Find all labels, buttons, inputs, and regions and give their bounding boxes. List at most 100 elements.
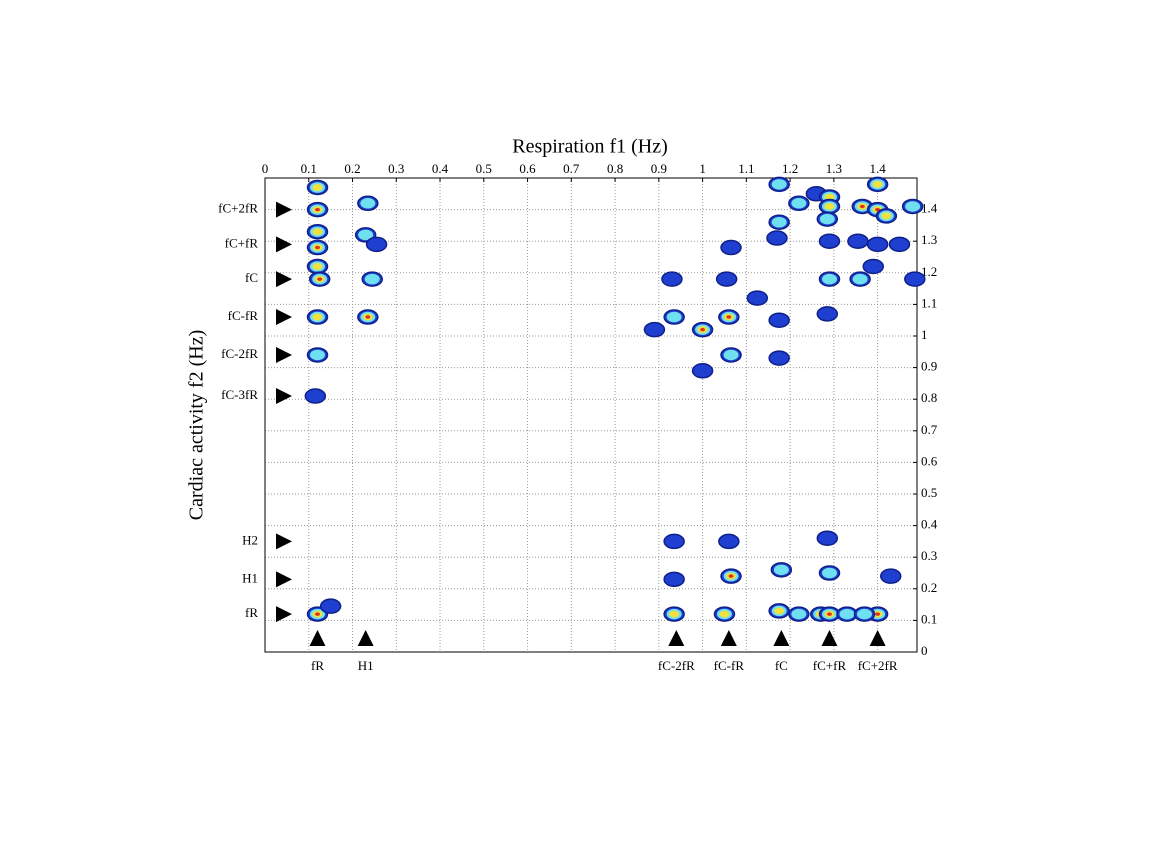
contour-peak xyxy=(663,309,685,325)
contour-level xyxy=(643,321,666,338)
contour-level xyxy=(773,564,789,576)
contour-peak xyxy=(357,309,379,325)
x-tick-label: 0.5 xyxy=(476,161,492,176)
contour-peak xyxy=(847,233,869,249)
contour-level xyxy=(856,608,872,620)
contour-peak xyxy=(862,258,884,275)
contour-level xyxy=(819,213,835,225)
contour-peak xyxy=(306,201,329,218)
contour-peak xyxy=(361,271,383,287)
contour-level xyxy=(821,273,837,285)
contour-peak xyxy=(308,271,331,287)
plot-frame xyxy=(264,177,918,653)
contour-peak xyxy=(718,309,740,325)
contour-level xyxy=(824,202,835,210)
contour-level xyxy=(310,349,326,361)
contour-peak xyxy=(304,388,327,404)
contour-level xyxy=(317,277,323,281)
x-tick-label: 0.8 xyxy=(607,161,623,176)
marker-label: fC-3fR xyxy=(221,387,258,402)
contour-level xyxy=(669,610,680,618)
marker-label: fC+fR xyxy=(225,235,259,250)
contour-peak xyxy=(720,239,742,256)
contour-peak xyxy=(866,176,889,193)
contour-peak xyxy=(691,363,714,379)
contour-level xyxy=(852,273,868,285)
contour-level xyxy=(315,245,321,250)
y-tick-label: 0.9 xyxy=(921,359,937,374)
x-tick-label: 0.9 xyxy=(651,161,667,176)
contour-level xyxy=(365,236,388,253)
y-tick-label: 1.1 xyxy=(921,295,937,310)
contour-peak xyxy=(306,223,329,240)
contour-level xyxy=(905,201,921,212)
contour-peak xyxy=(663,533,685,550)
contour-level xyxy=(691,363,714,379)
marker-label: fC xyxy=(245,270,258,285)
contour-peak xyxy=(818,271,841,287)
contour-peak xyxy=(306,309,329,325)
y-tick-label: 0.8 xyxy=(921,390,937,405)
contour-level xyxy=(715,271,738,287)
contour-peak xyxy=(319,598,342,614)
contour-level xyxy=(791,198,807,209)
contour-peak xyxy=(818,606,841,622)
marker-label: fC-2fR xyxy=(658,658,695,673)
x-tick-label: 0 xyxy=(262,161,269,176)
contour-peak xyxy=(663,606,685,622)
contour-level xyxy=(824,193,835,201)
contour-level xyxy=(826,612,832,616)
x-tick-label: 0.1 xyxy=(301,161,317,176)
y-tick-label: 1.4 xyxy=(921,201,938,216)
contour-peak xyxy=(715,271,738,287)
contour-level xyxy=(304,388,327,404)
contour-level xyxy=(818,233,841,249)
contour-level xyxy=(726,315,732,319)
contour-level xyxy=(771,179,787,190)
contour-level xyxy=(768,350,790,366)
contour-level xyxy=(774,607,785,615)
contour-peak xyxy=(788,195,810,212)
contour-peak xyxy=(768,176,790,193)
contour-peak xyxy=(306,347,329,363)
contour-level xyxy=(771,216,787,228)
contour-peak xyxy=(306,239,329,256)
contour-peak xyxy=(788,606,810,622)
x-tick-label: 1.1 xyxy=(738,161,754,176)
contour-peak xyxy=(746,290,769,306)
contour-peak xyxy=(306,179,329,196)
contour-level xyxy=(663,571,685,588)
contour-peak xyxy=(866,236,889,253)
contour-level xyxy=(847,233,869,249)
y-tick-label: 1 xyxy=(921,327,928,342)
y-tick-label: 0.4 xyxy=(921,517,938,532)
contour-level xyxy=(360,198,376,209)
contour-level xyxy=(746,290,769,306)
x-tick-label: 1.4 xyxy=(869,161,886,176)
contour-level xyxy=(881,212,892,220)
y-tick-label: 0 xyxy=(921,643,928,658)
contour-peak xyxy=(888,236,911,253)
contour-level xyxy=(718,533,740,550)
x-tick-label: 0.6 xyxy=(519,161,536,176)
x-tick-label: 1.2 xyxy=(782,161,798,176)
x-tick-label: 0.3 xyxy=(388,161,404,176)
contour-level xyxy=(821,567,837,579)
contour-peak xyxy=(768,312,790,328)
contour-peak xyxy=(357,195,379,212)
marker-label: fC+2fR xyxy=(858,658,898,673)
contour-peak xyxy=(901,198,924,215)
contour-peak xyxy=(713,606,736,622)
contour-level xyxy=(312,228,323,236)
contour-level xyxy=(816,530,839,546)
contour-level xyxy=(766,230,788,246)
contour-peak xyxy=(816,530,839,546)
contour-level xyxy=(728,574,734,578)
contour-peak xyxy=(768,350,790,366)
contour-peak xyxy=(661,271,683,287)
contour-peak xyxy=(768,214,790,230)
contour-level xyxy=(663,533,685,550)
contour-peak xyxy=(691,321,714,338)
contour-level xyxy=(839,608,855,620)
y-tick-label: 0.1 xyxy=(921,611,937,626)
